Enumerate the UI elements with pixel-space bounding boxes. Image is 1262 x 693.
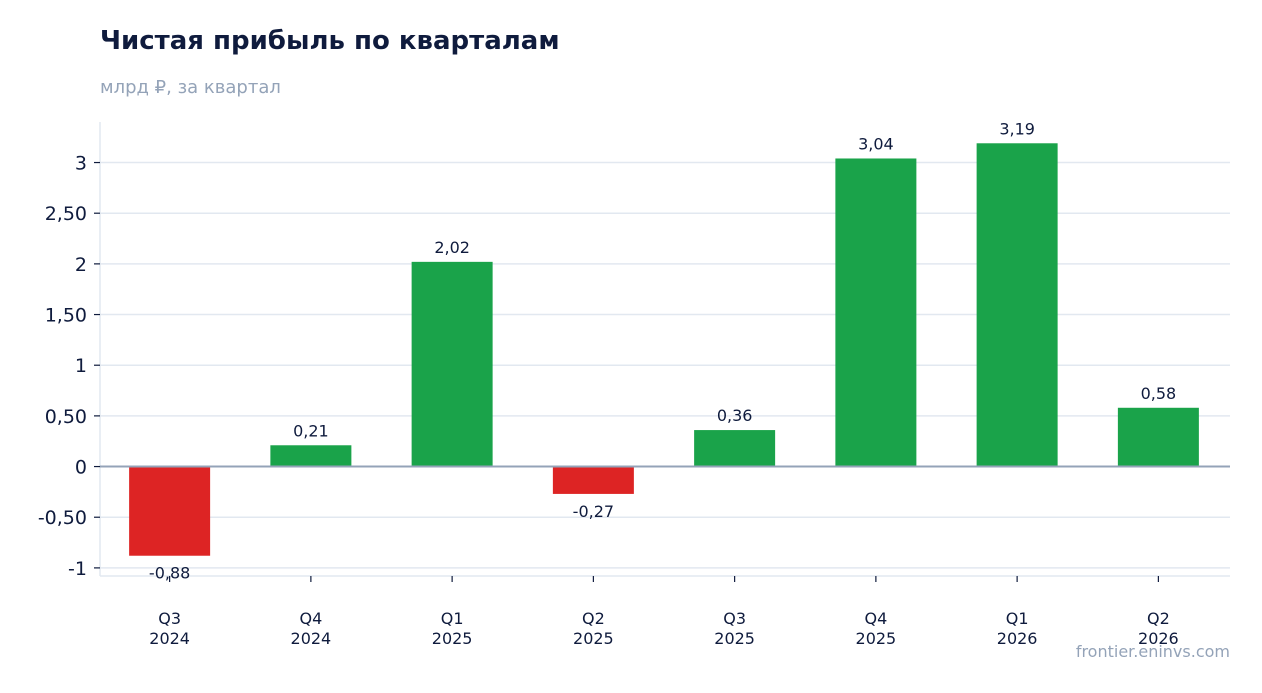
y-tick-label: 3 <box>75 153 87 175</box>
bar-negative <box>552 466 634 494</box>
bar-positive <box>976 143 1058 467</box>
data-label: -0,88 <box>149 564 190 583</box>
y-tick-label: 0 <box>75 457 87 479</box>
data-label: 0,36 <box>717 406 753 425</box>
bar-positive <box>270 445 352 467</box>
x-tick-label: Q1 2025 <box>432 609 473 648</box>
data-label: 2,02 <box>434 238 470 257</box>
x-tick-label: Q2 2025 <box>573 609 614 648</box>
bar-positive <box>694 430 776 467</box>
y-tick-label: 0,50 <box>45 406 87 428</box>
data-label: -0,27 <box>573 502 614 521</box>
source-link[interactable]: frontier.eninvs.com <box>1075 642 1230 661</box>
data-label: 0,21 <box>293 421 329 440</box>
y-tick-label: 2 <box>75 254 87 276</box>
x-tick-label: Q4 2025 <box>856 609 897 648</box>
y-tick-label: -0,50 <box>38 507 87 529</box>
x-tick-label: Q3 2025 <box>714 609 755 648</box>
data-label: 3,04 <box>858 134 894 153</box>
x-tick-label: Q2 2026 <box>1138 609 1179 648</box>
bar-positive <box>411 261 493 467</box>
y-tick-label: 2,50 <box>45 203 87 225</box>
x-tick-label: Q3 2024 <box>149 609 190 648</box>
x-tick-label: Q1 2026 <box>997 609 1038 648</box>
y-tick-label: 1 <box>75 355 87 377</box>
bar-positive <box>1117 407 1199 467</box>
data-label: 3,19 <box>999 119 1035 138</box>
bar-negative <box>129 466 211 556</box>
bar-positive <box>835 158 917 467</box>
chart-subtitle: млрд ₽, за квартал <box>100 77 281 98</box>
y-tick-label: 1,50 <box>45 305 87 327</box>
x-tick-label: Q4 2024 <box>291 609 332 648</box>
y-tick-label: -1 <box>68 558 87 580</box>
chart-title: Чистая прибыль по кварталам <box>100 26 560 56</box>
data-label: 0,58 <box>1141 384 1177 403</box>
